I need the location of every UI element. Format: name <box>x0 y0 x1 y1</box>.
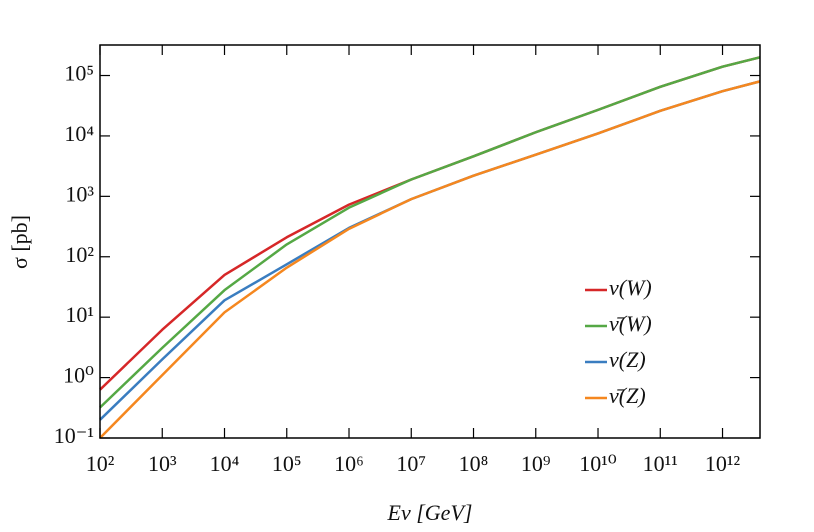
x-tick-label: 10¹¹ <box>643 451 678 476</box>
y-tick-label: 10⁵ <box>64 61 94 86</box>
series-line <box>99 80 761 439</box>
y-axis-label: σ [pb] <box>7 215 32 269</box>
x-tick-label: 10⁴ <box>210 451 240 476</box>
y-tick-label: 10⁴ <box>64 121 94 146</box>
legend-label: ν(Z) <box>609 347 646 372</box>
x-tick-label: 10⁸ <box>459 451 489 476</box>
legend-label: ν̄(W) <box>609 311 652 336</box>
x-tick-label: 10⁶ <box>334 451 364 476</box>
y-tick-label: 10⁰ <box>63 363 94 388</box>
y-tick-label: 10² <box>65 242 94 267</box>
y-tick-label: 10¹ <box>65 302 94 327</box>
x-tick-label: 10⁹ <box>521 451 551 476</box>
x-axis-label: Eν [GeV] <box>387 500 473 525</box>
legend-label: ν̄(Z) <box>609 383 646 408</box>
x-tick-label: 10⁵ <box>272 451 302 476</box>
x-tick-label: 10¹² <box>705 451 741 476</box>
x-tick-label: 10² <box>86 451 115 476</box>
x-tick-label: 10⁷ <box>396 451 426 476</box>
y-tick-label: 10⁻¹ <box>54 423 94 448</box>
series-line <box>99 56 761 409</box>
y-tick-label: 10³ <box>65 181 94 206</box>
legend-label: ν(W) <box>609 275 652 300</box>
x-tick-label: 10³ <box>148 451 177 476</box>
series-line <box>99 56 761 391</box>
series-line <box>99 80 761 421</box>
plot-frame <box>99 44 761 439</box>
x-tick-label: 10¹⁰ <box>579 451 617 476</box>
